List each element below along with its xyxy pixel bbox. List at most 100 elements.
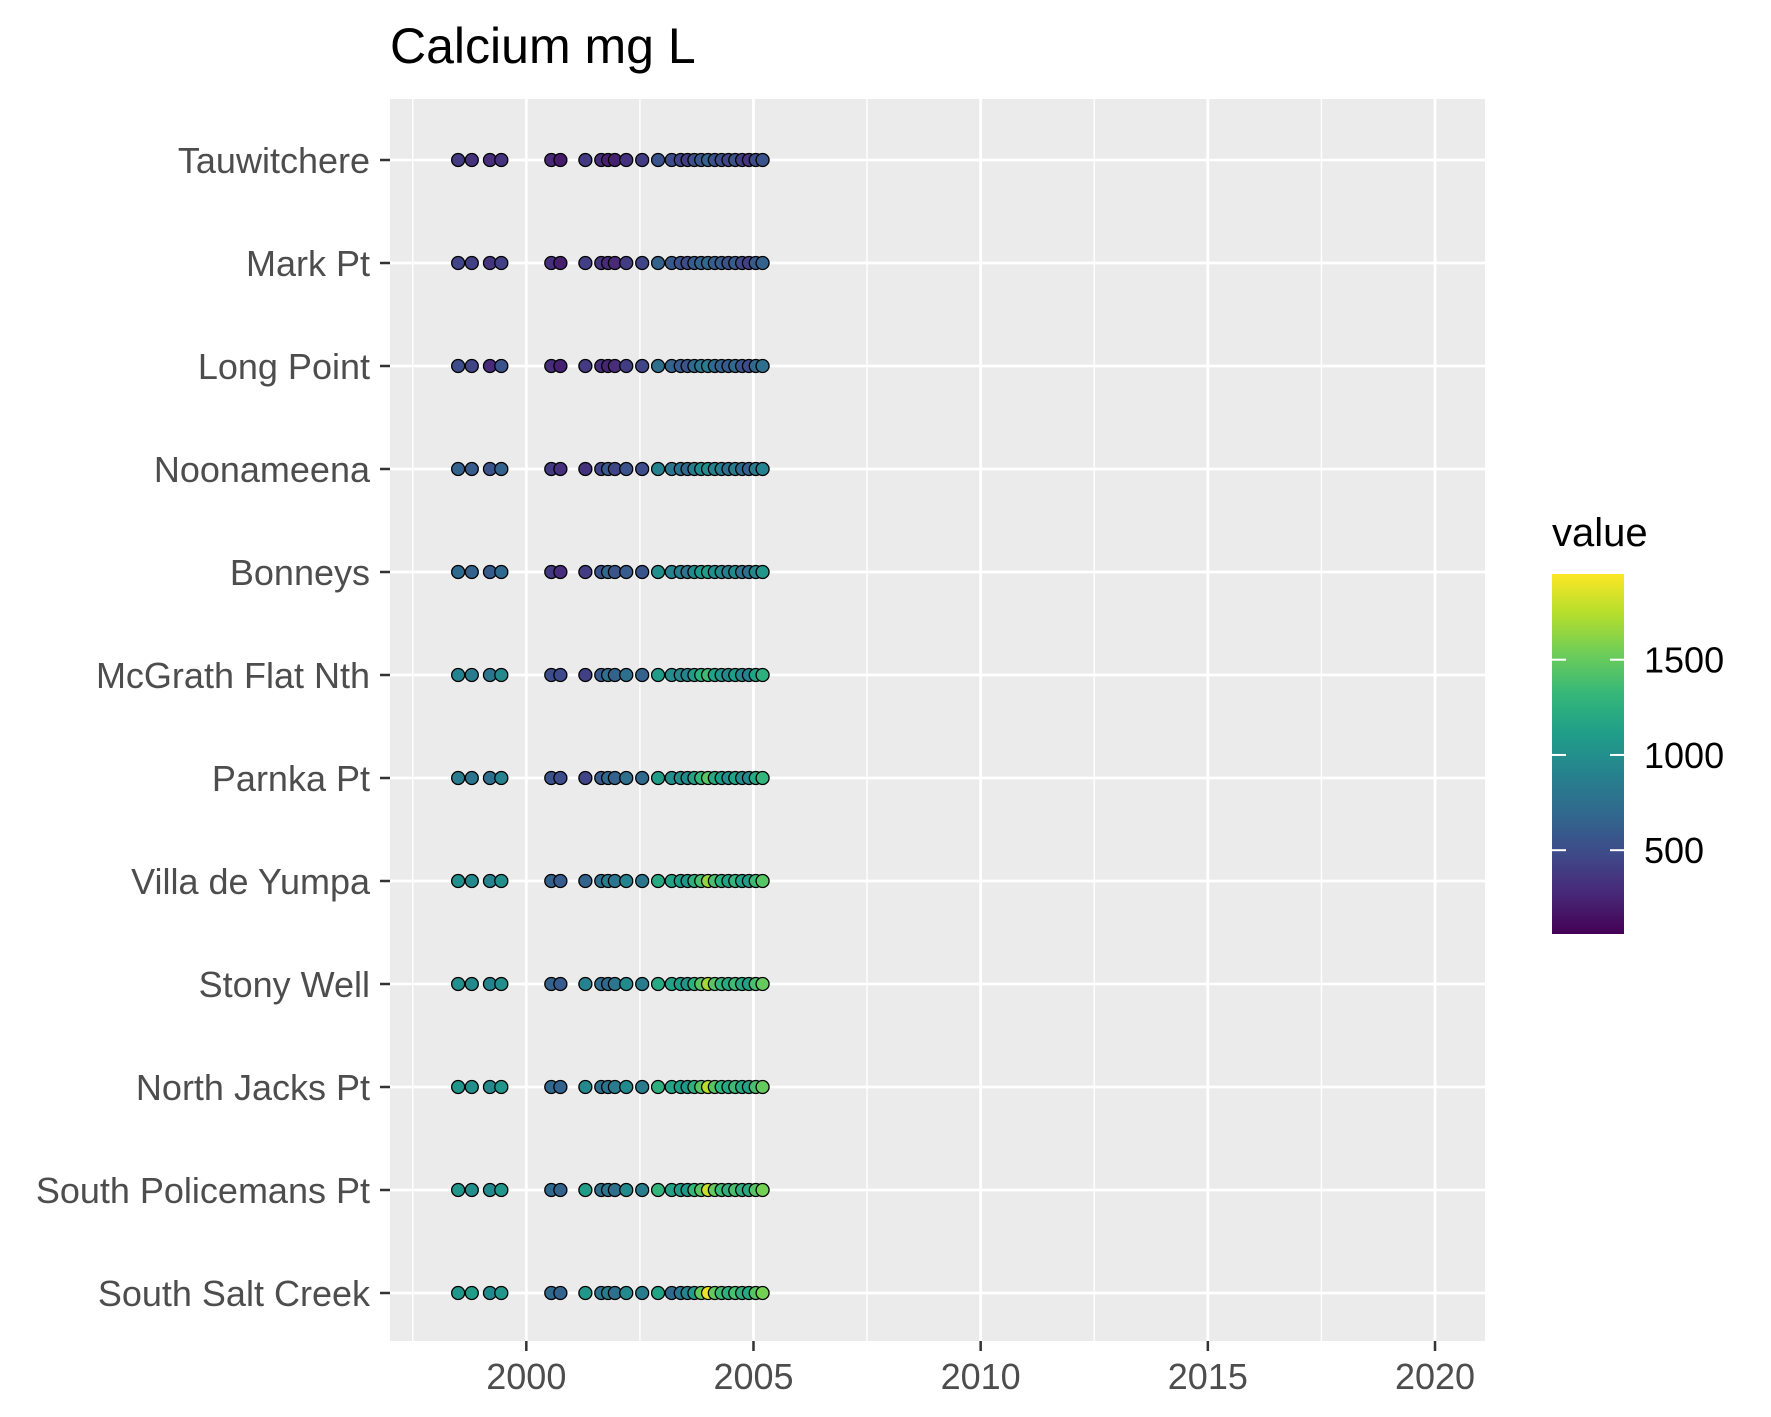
data-point	[650, 873, 666, 889]
data-point	[650, 564, 666, 580]
y-tick-label: Long Point	[198, 346, 370, 387]
data-points	[451, 152, 770, 1301]
data-point	[578, 1285, 593, 1301]
legend-tick-label: 500	[1644, 830, 1704, 871]
data-point	[650, 152, 666, 168]
data-point	[755, 873, 770, 889]
data-point	[755, 255, 770, 271]
legend: value 500 1000 1500	[1552, 511, 1724, 934]
plot-panel	[390, 99, 1485, 1341]
data-point	[464, 1285, 479, 1301]
data-point	[464, 152, 479, 168]
x-tick-label: 2010	[941, 1356, 1021, 1397]
x-tick-label: 2000	[486, 1356, 566, 1397]
data-point	[578, 461, 593, 477]
data-point	[553, 1079, 568, 1095]
y-tick-label: Mark Pt	[246, 243, 370, 284]
data-point	[650, 255, 666, 271]
data-point	[755, 358, 770, 374]
data-point	[755, 461, 770, 477]
legend-tick-label: 1000	[1644, 735, 1724, 776]
data-point	[635, 1285, 650, 1301]
data-point	[619, 255, 634, 271]
data-point	[755, 1182, 770, 1198]
data-point	[553, 976, 568, 992]
data-point	[755, 1285, 770, 1301]
data-point	[755, 1079, 770, 1095]
y-tick-label: Stony Well	[199, 964, 370, 1005]
data-point	[494, 1182, 509, 1198]
data-point	[635, 255, 650, 271]
data-point	[619, 152, 634, 168]
data-point	[553, 152, 568, 168]
data-point	[451, 770, 466, 786]
legend-tick-label: 1500	[1644, 640, 1724, 681]
data-point	[494, 770, 509, 786]
data-point	[464, 461, 479, 477]
data-point	[464, 873, 479, 889]
data-point	[635, 667, 650, 683]
data-point	[619, 1285, 634, 1301]
x-tick-label: 2005	[713, 1356, 793, 1397]
data-point	[650, 1285, 666, 1301]
data-point	[635, 1079, 650, 1095]
data-point	[578, 1182, 593, 1198]
data-point	[619, 461, 634, 477]
data-point	[635, 873, 650, 889]
data-point	[451, 255, 466, 271]
data-point	[619, 358, 634, 374]
data-point	[494, 255, 509, 271]
data-point	[619, 770, 634, 786]
data-point	[578, 564, 593, 580]
data-point	[451, 1079, 466, 1095]
axes: Tauwitchere Mark Pt Long Point Noonameena Bo…	[36, 140, 1475, 1397]
data-point	[451, 152, 466, 168]
data-point	[451, 461, 466, 477]
data-point	[650, 358, 666, 374]
data-point	[553, 255, 568, 271]
y-tick-label: South Salt Creek	[98, 1273, 371, 1314]
data-point	[451, 1182, 466, 1198]
data-point	[451, 976, 466, 992]
data-point	[619, 1182, 634, 1198]
data-point	[635, 461, 650, 477]
data-point	[650, 770, 666, 786]
data-point	[635, 564, 650, 580]
data-point	[464, 1079, 479, 1095]
data-point	[451, 667, 466, 683]
data-point	[494, 976, 509, 992]
data-point	[464, 976, 479, 992]
data-point	[464, 770, 479, 786]
data-point	[553, 564, 568, 580]
data-point	[635, 1182, 650, 1198]
data-point	[755, 976, 770, 992]
data-point	[578, 358, 593, 374]
data-point	[494, 1285, 509, 1301]
data-point	[578, 770, 593, 786]
data-point	[650, 1079, 666, 1095]
y-tick-label: McGrath Flat Nth	[96, 655, 370, 696]
y-tick-label: North Jacks Pt	[136, 1067, 370, 1108]
data-point	[494, 152, 509, 168]
data-point	[650, 461, 666, 477]
data-point	[464, 358, 479, 374]
data-point	[619, 873, 634, 889]
data-point	[553, 667, 568, 683]
data-point	[553, 461, 568, 477]
data-point	[578, 1079, 593, 1095]
data-point	[451, 1285, 466, 1301]
data-point	[451, 873, 466, 889]
data-point	[464, 667, 479, 683]
data-point	[635, 976, 650, 992]
data-point	[494, 461, 509, 477]
chart-title: Calcium mg L	[390, 18, 696, 74]
data-point	[619, 564, 634, 580]
data-point	[578, 873, 593, 889]
data-point	[451, 564, 466, 580]
data-point	[619, 1079, 634, 1095]
data-point	[755, 564, 770, 580]
x-tick-label: 2015	[1168, 1356, 1248, 1397]
y-tick-label: South Policemans Pt	[36, 1170, 370, 1211]
